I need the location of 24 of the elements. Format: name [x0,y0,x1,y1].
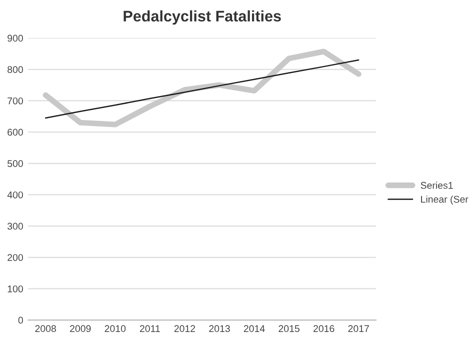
line-series [44,59,360,119]
x-tick-label: 2013 [209,325,230,332]
x-tick-label: 2009 [70,325,91,332]
chart-title: Pedalcyclist Fatalities [124,10,281,25]
y-tick-label: 600 [8,128,23,136]
x-tick-label: 2017 [348,325,369,332]
x-tick-label: 2012 [174,325,196,332]
x-tick-label: 2016 [314,325,334,332]
x-tick-label: 2015 [278,325,300,332]
y-tick-label: 0 [18,316,23,324]
legend-label: Linear (Ser [421,196,468,205]
y-tick-label: 800 [8,66,23,74]
y-tick-label: 100 [8,285,23,292]
y-tick-label: 400 [7,191,23,198]
legend-label: Series1 [420,182,453,189]
x-tick-label: 2010 [104,325,126,332]
x-tick-label: 2011 [140,325,160,332]
y-tick-label: 200 [8,254,23,262]
y-tick-label: 700 [8,97,23,104]
y-tick-label: 300 [7,222,23,230]
y-tick-label: 900 [8,34,23,42]
x-tick-label: 2014 [244,325,265,332]
x-tick-label: 2008 [35,325,56,332]
y-tick-label: 500 [8,160,23,168]
